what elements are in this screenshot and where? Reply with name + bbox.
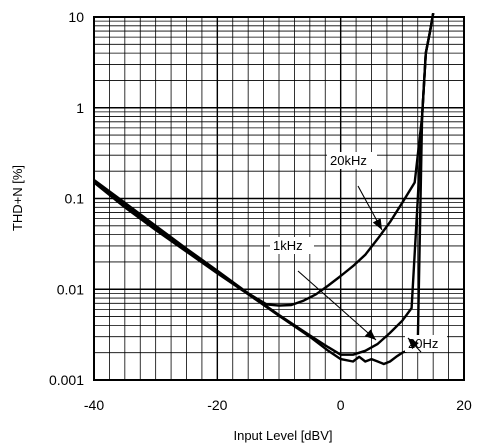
annotation-label-20khz: 20kHz: [330, 153, 367, 168]
y-tick-label: 1: [76, 100, 84, 116]
annotation-arrowhead: [364, 329, 376, 340]
annotation-label-1khz: 1kHz: [273, 238, 303, 253]
ticks: -40 -20 0 20 0.001 0.01 0.1 1 10: [49, 9, 472, 413]
y-axis-title: THD+N [%]: [10, 165, 25, 231]
y-tick-label: 0.01: [57, 281, 84, 297]
annotation-arrowhead: [372, 218, 382, 230]
annotation-arrowhead: [408, 338, 419, 350]
x-tick-label: -20: [207, 397, 227, 413]
x-tick-label: 0: [337, 397, 345, 413]
annotations: 20kHz 1kHz 20Hz: [270, 152, 447, 353]
y-tick-label: 10: [68, 9, 84, 25]
y-tick-label: 0.001: [49, 372, 84, 388]
x-tick-label: 20: [456, 397, 472, 413]
x-tick-label: -40: [84, 397, 104, 413]
plot-border: [93, 16, 465, 381]
grid: [93, 17, 465, 381]
plot-frame: [93, 16, 465, 381]
annotation-leader: [297, 270, 377, 341]
x-axis-title: Input Level [dBV]: [233, 428, 332, 443]
y-tick-label: 0.1: [65, 191, 85, 207]
annotation-bg: [327, 152, 377, 169]
annotation-bg: [270, 237, 314, 254]
annotation-label-20hz: 20Hz: [408, 336, 438, 351]
annotation-bg: [405, 335, 447, 352]
